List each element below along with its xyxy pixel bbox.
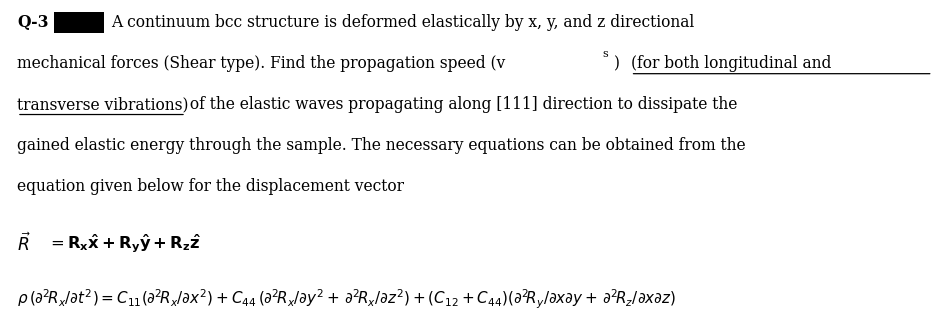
Text: of the elastic waves propagating along [111] direction to dissipate the: of the elastic waves propagating along […	[185, 96, 737, 113]
Text: ): )	[614, 55, 625, 72]
Bar	[54, 12, 104, 33]
Text: Q-3: Q-3	[17, 14, 48, 31]
Text: s: s	[602, 49, 608, 59]
Text: (for both longitudinal and: (for both longitudinal and	[631, 55, 831, 72]
Text: transverse vibrations): transverse vibrations)	[17, 96, 189, 113]
Text: equation given below for the displacement vector: equation given below for the displacemen…	[17, 178, 404, 195]
Text: gained elastic energy through the sample. The necessary equations can be obtaine: gained elastic energy through the sample…	[17, 137, 746, 154]
Text: $\rho\,(\partial^2\!R_x/\partial t^2) = C_{11}(\partial^2\!R_x/\partial x^2)+ C_: $\rho\,(\partial^2\!R_x/\partial t^2) = …	[17, 288, 676, 311]
Text: A continuum bcc structure is deformed elastically by x, y, and z directional: A continuum bcc structure is deformed el…	[111, 14, 695, 31]
Text: mechanical forces (Shear type). Find the propagation speed (v: mechanical forces (Shear type). Find the…	[17, 55, 505, 72]
Text: $= \mathbf{R_x\hat{x} + R_y\hat{y} + R_z\hat{z}}$: $= \mathbf{R_x\hat{x} + R_y\hat{y} + R_z…	[47, 233, 201, 256]
Text: $\vec{R}$: $\vec{R}$	[17, 233, 30, 255]
